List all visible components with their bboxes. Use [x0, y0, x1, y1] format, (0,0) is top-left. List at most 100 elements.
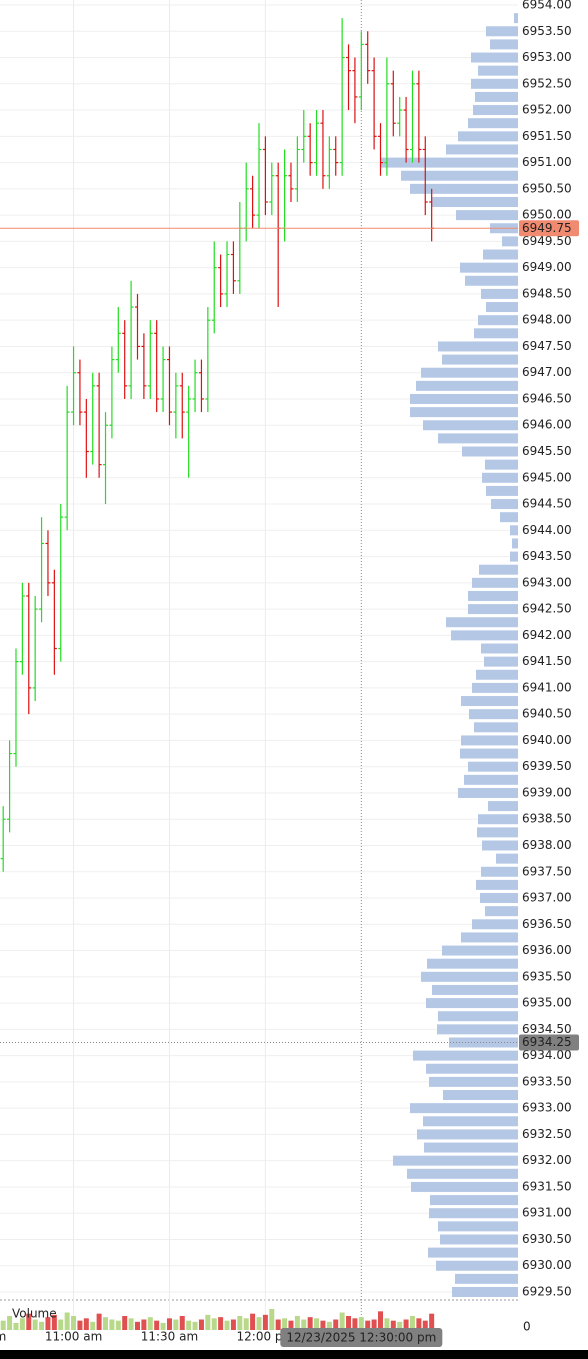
- volume-bar: [160, 1323, 166, 1330]
- volume-bar: [198, 1319, 204, 1330]
- profile-bar: [514, 13, 518, 24]
- y-tick-label: 6943.00: [522, 575, 572, 589]
- profile-bar: [456, 210, 518, 221]
- y-tick-label: 6948.00: [522, 313, 572, 327]
- y-tick-label: 6950.50: [522, 181, 572, 195]
- profile-bar: [393, 1155, 518, 1166]
- volume-bar: [237, 1316, 243, 1330]
- volume-bar: [230, 1319, 236, 1330]
- y-tick-label: 6945.00: [522, 470, 572, 484]
- profile-bar: [472, 919, 518, 930]
- profile-bar: [464, 774, 518, 785]
- y-tick-label: 6952.50: [522, 76, 572, 90]
- volume-bar: [122, 1316, 128, 1330]
- y-tick-label: 6933.00: [522, 1101, 572, 1115]
- volume-bar: [416, 1318, 422, 1330]
- profile-bar: [491, 499, 518, 510]
- profile-bar: [481, 288, 518, 299]
- profile-bar: [478, 814, 518, 825]
- profile-bar: [510, 525, 518, 536]
- volume-bar: [256, 1317, 262, 1330]
- volume-bar: [390, 1320, 396, 1330]
- last-price-label: 6949.75: [522, 221, 572, 235]
- volume-bar: [45, 1317, 51, 1330]
- y-tick-label: 6949.50: [522, 234, 572, 248]
- profile-bar: [407, 1168, 518, 1179]
- profile-bar: [421, 971, 518, 982]
- y-tick-label: 6950.00: [522, 208, 572, 222]
- y-tick-label: 6936.50: [522, 917, 572, 931]
- y-tick-label: 6938.50: [522, 812, 572, 826]
- profile-bar: [442, 354, 518, 365]
- profile-bar: [475, 91, 518, 102]
- profile-bar: [446, 144, 518, 155]
- volume-bar: [211, 1318, 217, 1330]
- profile-bar: [410, 393, 518, 404]
- profile-bar: [510, 551, 518, 562]
- y-tick-label: 6932.50: [522, 1127, 572, 1141]
- volume-bar: [371, 1319, 377, 1330]
- profile-bar: [443, 1090, 518, 1101]
- profile-bar: [460, 262, 518, 273]
- profile-bar: [438, 1011, 518, 1022]
- profile-bar: [423, 1116, 518, 1127]
- volume-bar: [147, 1317, 153, 1330]
- bottom-strip: [0, 1350, 588, 1359]
- profile-bar: [486, 26, 518, 37]
- volume-bar: [186, 1320, 192, 1330]
- profile-bar: [472, 682, 518, 693]
- volume-bar: [19, 1318, 25, 1330]
- profile-bar: [482, 472, 518, 483]
- volume-bar: [307, 1317, 313, 1330]
- profile-bar: [413, 1050, 518, 1061]
- profile-bar: [471, 52, 518, 63]
- profile-bar: [468, 604, 518, 615]
- y-tick-label: 6948.50: [522, 286, 572, 300]
- profile-bar: [477, 827, 518, 838]
- y-tick-label: 6939.50: [522, 759, 572, 773]
- volume-bar: [384, 1318, 390, 1330]
- y-tick-label: 6954.00: [522, 0, 572, 12]
- volume-bar: [141, 1319, 147, 1330]
- volume-bar: [326, 1321, 332, 1330]
- volume-bar: [294, 1316, 300, 1330]
- y-tick-label: 6937.50: [522, 864, 572, 878]
- profile-bar: [438, 433, 518, 444]
- profile-bar: [437, 1024, 518, 1035]
- x-tick-label: 11:00 am: [45, 1330, 102, 1344]
- volume-bar: [128, 1318, 134, 1330]
- profile-bar: [461, 735, 518, 746]
- profile-bar: [474, 722, 518, 733]
- y-tick-label: 6940.50: [522, 707, 572, 721]
- profile-bar: [421, 367, 518, 378]
- profile-bar: [426, 1063, 518, 1074]
- volume-bar: [346, 1316, 352, 1330]
- volume-bar: [429, 1313, 435, 1330]
- volume-bar: [192, 1321, 198, 1330]
- profile-bar: [458, 131, 518, 142]
- x-tick-label: 10:30 am: [0, 1330, 6, 1344]
- profile-bar: [468, 761, 518, 772]
- profile-bar: [486, 485, 518, 496]
- volume-bar: [243, 1318, 249, 1330]
- profile-bar: [424, 1142, 518, 1153]
- volume-tick-label: 0: [523, 1320, 531, 1334]
- volume-bar: [32, 1319, 38, 1330]
- profile-bar: [480, 893, 518, 904]
- profile-bar: [429, 1208, 518, 1219]
- y-tick-label: 6935.00: [522, 996, 572, 1010]
- y-tick-label: 6944.00: [522, 523, 572, 537]
- y-tick-label: 6939.00: [522, 785, 572, 799]
- y-tick-label: 6930.50: [522, 1232, 572, 1246]
- profile-bar: [483, 249, 518, 260]
- y-tick-label: 6937.00: [522, 891, 572, 905]
- volume-bar: [154, 1320, 160, 1330]
- volume-bar: [0, 1320, 6, 1330]
- profile-bar: [432, 984, 518, 995]
- y-tick-label: 6929.50: [522, 1285, 572, 1299]
- volume-bar: [134, 1321, 140, 1330]
- profile-bar: [401, 170, 518, 181]
- profile-bar: [474, 328, 518, 339]
- profile-bar: [485, 459, 518, 470]
